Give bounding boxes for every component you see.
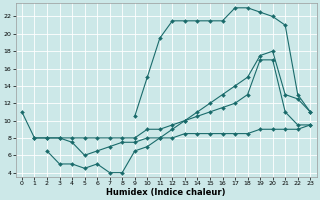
X-axis label: Humidex (Indice chaleur): Humidex (Indice chaleur) — [106, 188, 226, 197]
